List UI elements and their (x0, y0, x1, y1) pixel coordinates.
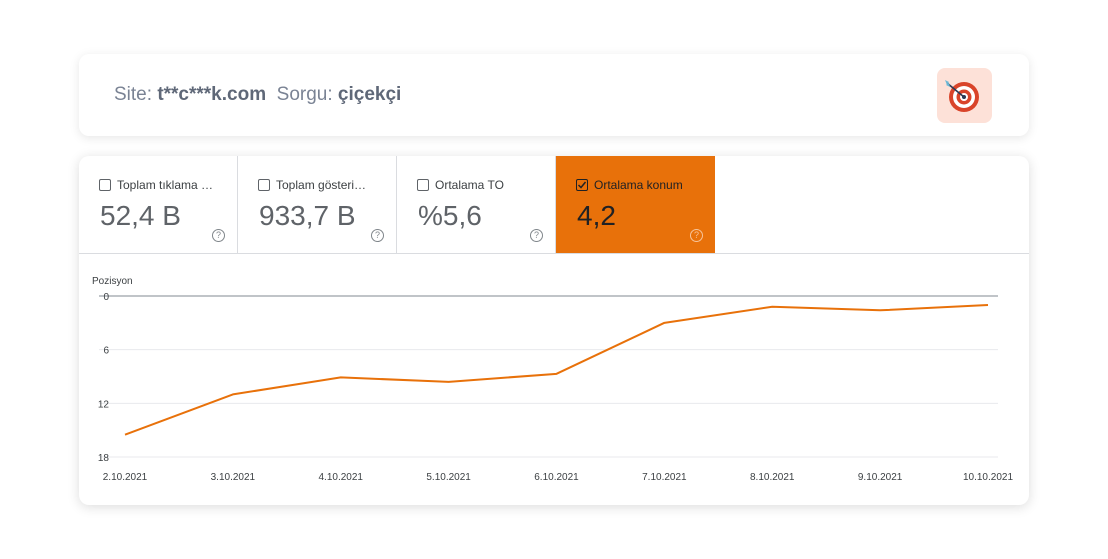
x-tick-label: 9.10.2021 (858, 472, 903, 483)
check-icon (577, 181, 587, 189)
x-tick-label: 4.10.2021 (319, 472, 364, 483)
checkbox-clicks[interactable] (99, 179, 111, 191)
x-tick-label: 6.10.2021 (534, 472, 579, 483)
y-axis-label: Pozisyon (92, 276, 133, 287)
checkbox-position[interactable] (576, 179, 588, 191)
metric-value: 4,2 (577, 200, 616, 231)
metric-tiles: Toplam tıklama sayısı 52,4 B ? Toplam gö… (79, 156, 1029, 254)
site-query-text: Site: t**c***k.com Sorgu: çiçekçi (114, 84, 401, 106)
query-value: çiçekçi (337, 84, 402, 105)
position-line-chart: Pozisyon 0 6 12 18 2.10.2021 3.10.2021 4.10.202… (92, 276, 1013, 483)
x-tick-label: 7.10.2021 (642, 472, 687, 483)
target-badge (937, 68, 992, 123)
site-label: Site: (114, 84, 153, 105)
y-tick-label: 12 (98, 399, 110, 410)
metric-label: Toplam gösterim sayısı (276, 178, 376, 192)
checkbox-ctr[interactable] (417, 179, 429, 191)
query-label: Sorgu: (276, 84, 333, 105)
metric-label: Ortalama konum (594, 178, 683, 192)
y-tick-label: 0 (103, 292, 109, 303)
site-query-header: Site: t**c***k.com Sorgu: çiçekçi (79, 54, 1029, 136)
x-tick-label: 10.10.2021 (963, 472, 1013, 483)
help-icon[interactable]: ? (371, 229, 384, 242)
help-icon[interactable]: ? (212, 229, 225, 242)
y-tick-label: 18 (98, 453, 110, 464)
metric-label: Ortalama TO (435, 178, 504, 192)
metric-tile-impressions[interactable]: Toplam gösterim sayısı 933,7 B ? (238, 156, 397, 253)
x-tick-label: 3.10.2021 (211, 472, 256, 483)
help-icon[interactable]: ? (530, 229, 543, 242)
x-tick-label: 8.10.2021 (750, 472, 795, 483)
series-line (124, 303, 989, 436)
metric-label: Toplam tıklama sayısı (117, 178, 217, 192)
metric-value: 52,4 B (100, 200, 181, 231)
metric-tile-position[interactable]: Ortalama konum 4,2 ? (556, 156, 715, 253)
metric-tile-ctr[interactable]: Ortalama TO %5,6 ? (397, 156, 556, 253)
performance-card: Toplam tıklama sayısı 52,4 B ? Toplam gö… (79, 156, 1029, 505)
site-value: t**c***k.com (157, 84, 267, 105)
help-icon[interactable]: ? (690, 229, 703, 242)
checkbox-impressions[interactable] (258, 179, 270, 191)
metric-value: 933,7 B (259, 200, 356, 231)
x-tick-label: 2.10.2021 (103, 472, 148, 483)
y-tick-label: 6 (103, 346, 109, 357)
metric-value: %5,6 (418, 200, 482, 231)
x-tick-label: 5.10.2021 (426, 472, 471, 483)
target-icon (945, 80, 979, 112)
metric-tile-clicks[interactable]: Toplam tıklama sayısı 52,4 B ? (79, 156, 238, 253)
